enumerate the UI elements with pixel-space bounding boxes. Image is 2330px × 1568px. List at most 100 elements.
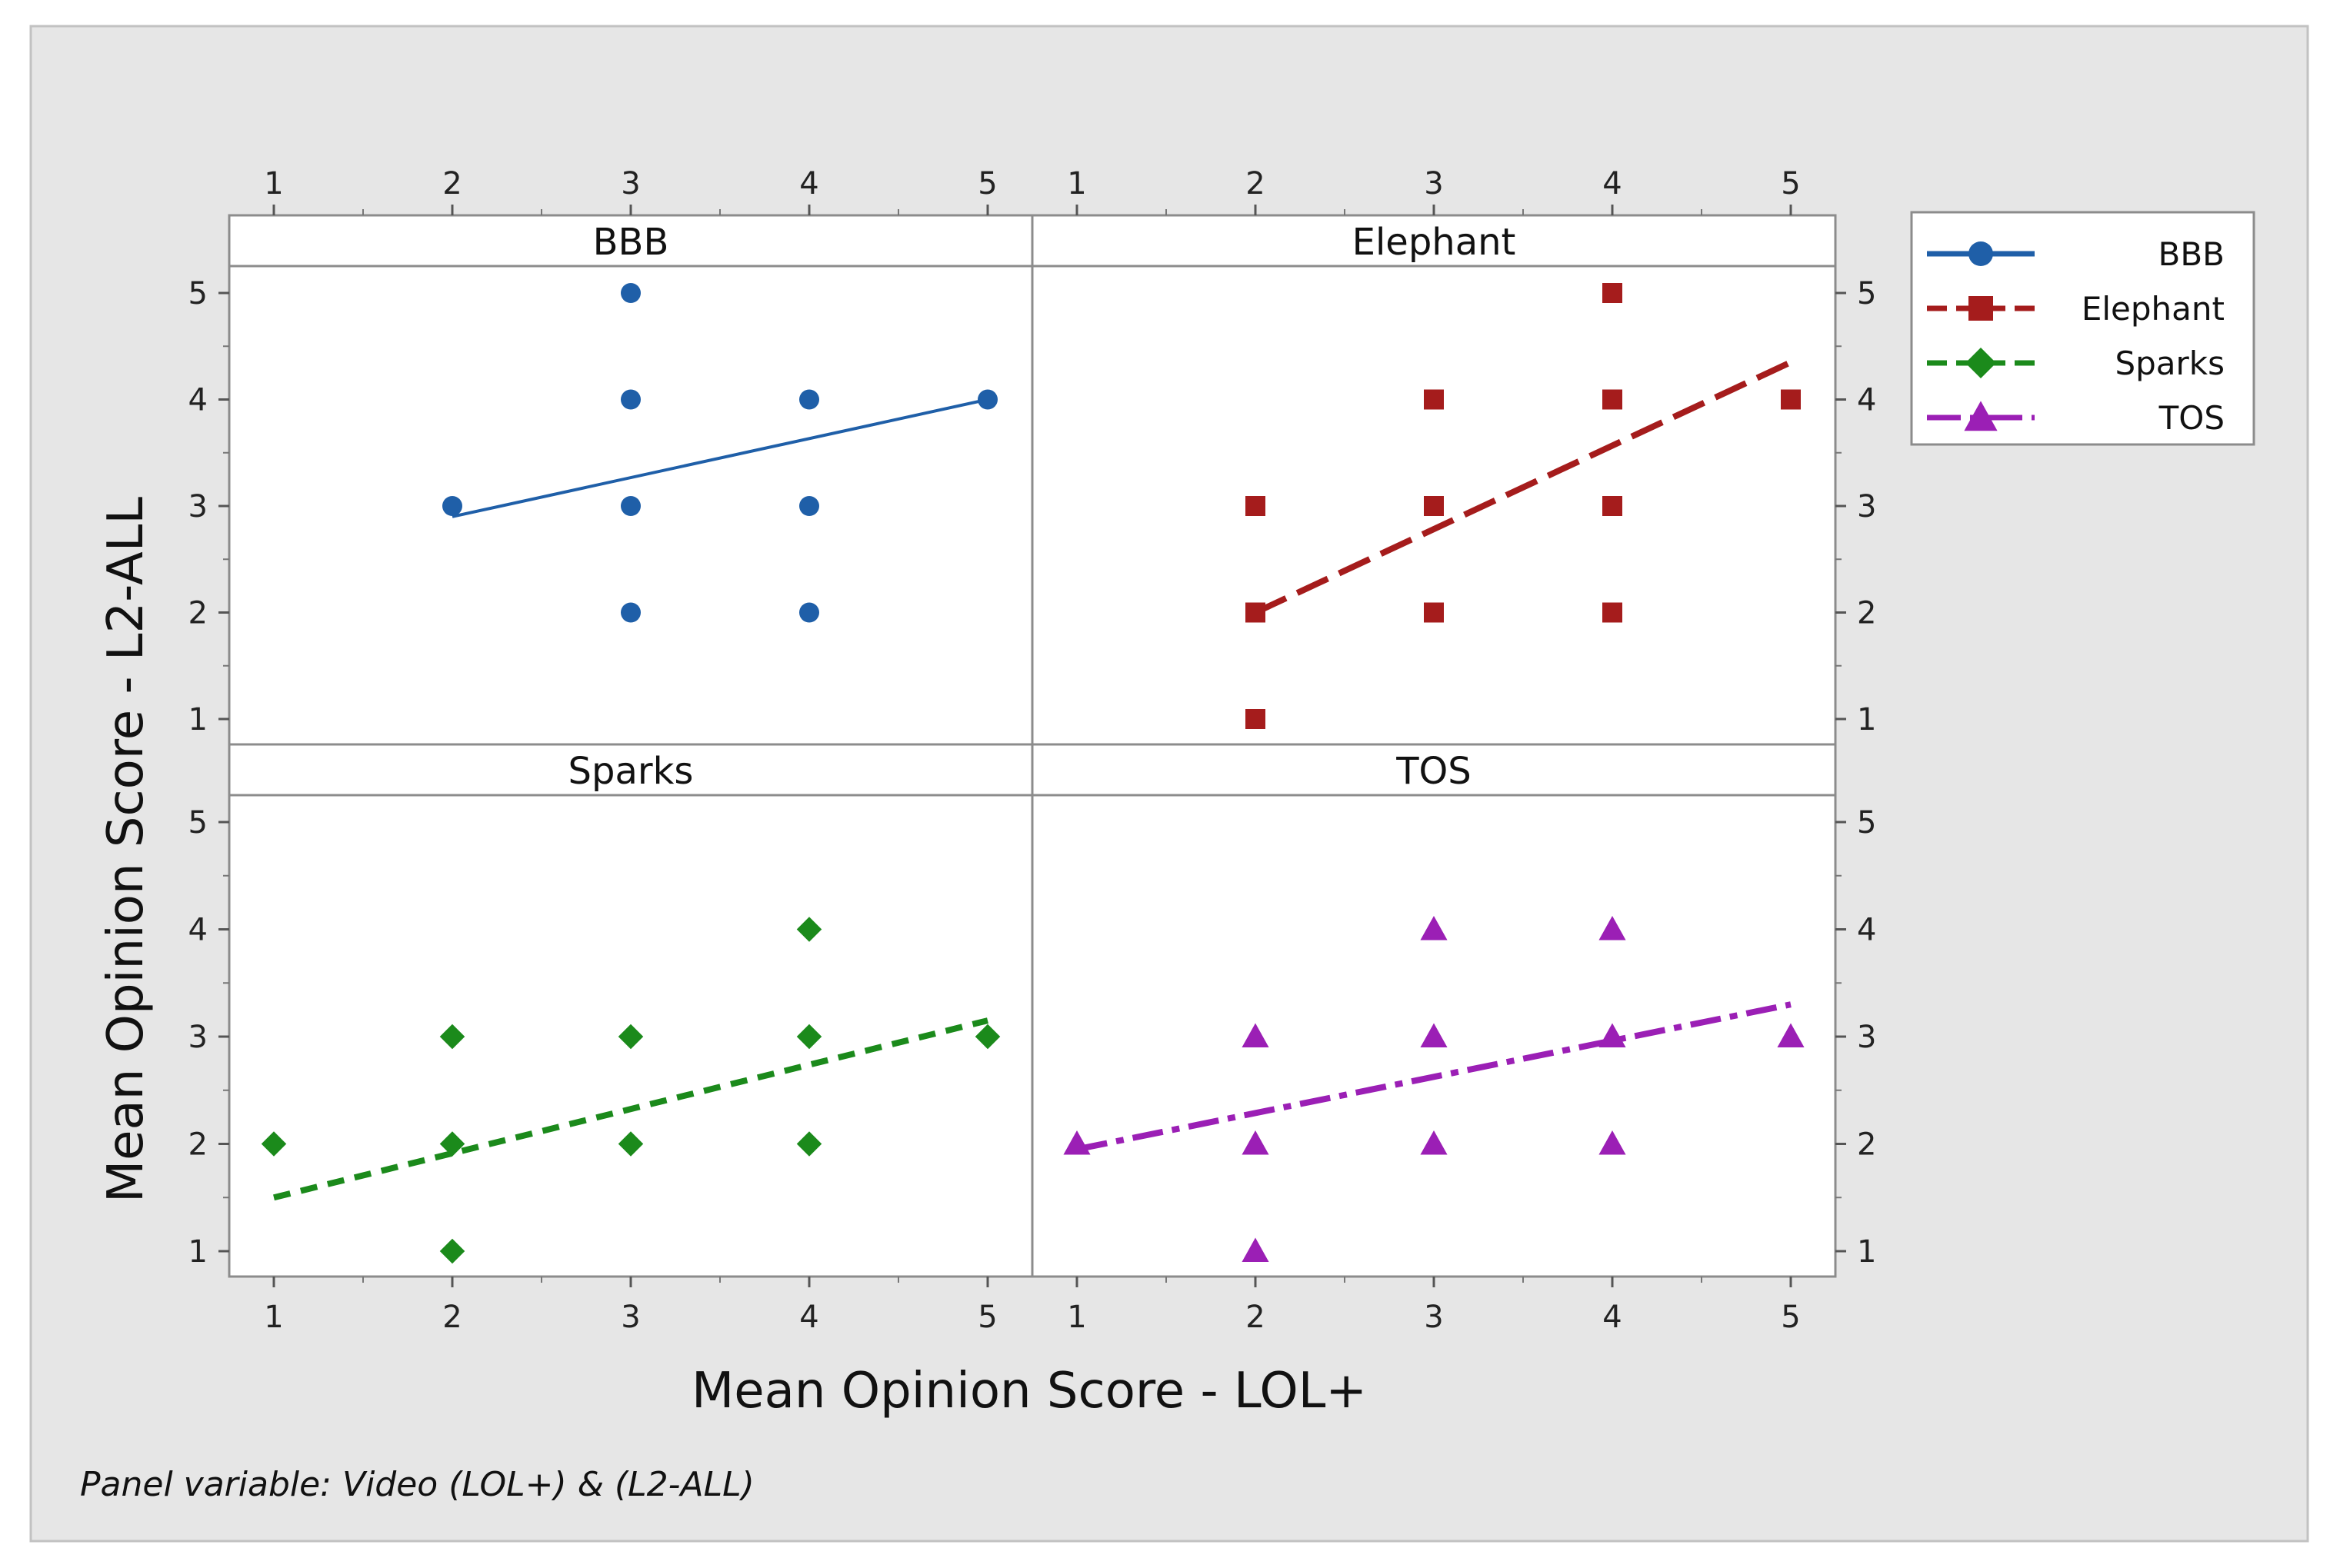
x-tick-label-bottom-3-3: 4 [1602,1300,1622,1335]
legend-marker-sparks [1965,348,1996,378]
x-tick-label-top-0-4: 5 [978,166,997,201]
point-tos-6 [1420,1130,1448,1155]
point-sparks-0 [261,1131,287,1157]
point-bbb-1 [621,283,641,303]
panel-background-tos [1032,744,1835,1277]
point-elephant-3 [1424,389,1444,410]
fit-line-elephant [1254,359,1792,616]
x-tick-label-top-0-0: 1 [264,166,283,201]
panel-background-bbb [229,215,1032,744]
y-tick-label-left-2-0: 1 [188,1234,208,1270]
footnote: Panel variable: Video (LOL+) & (L2-ALL) [80,1465,755,1504]
y-tick-label-left-2-1: 2 [188,1127,208,1163]
x-tick-label-bottom-3-0: 1 [1067,1300,1086,1335]
x-tick-label-top-1-0: 1 [1067,166,1086,201]
point-tos-3 [1242,1237,1269,1263]
point-tos-9 [1598,1130,1626,1155]
panels-layer: BBB Elephant Sparks TOS [229,215,1835,1277]
point-sparks-3 [439,1238,465,1264]
point-bbb-5 [799,389,819,410]
point-bbb-7 [799,602,819,623]
panel-title-bbb: BBB [593,221,669,264]
x-tick-label-top-1-1: 2 [1245,166,1265,201]
y-tick-label-right-3-3: 4 [1857,913,1876,948]
y-tick-label-left-0-0: 1 [188,702,208,737]
point-elephant-4 [1424,496,1444,516]
point-elephant-5 [1424,602,1444,623]
fit-line-sparks [273,1017,988,1201]
point-bbb-0 [442,496,462,516]
legend: BBB Elephant Sparks TOS [1910,211,2255,446]
y-tick-label-right-3-2: 3 [1857,1020,1876,1055]
y-tick-label-right-1-0: 1 [1857,702,1876,737]
panel-title-sparks: Sparks [568,750,694,793]
point-bbb-3 [621,496,641,516]
legend-box [1910,211,2255,446]
x-tick-label-top-1-2: 3 [1424,166,1443,201]
y-tick-label-left-2-3: 4 [188,913,208,948]
panel-background-elephant [1032,215,1835,744]
x-tick-label-top-0-3: 4 [799,166,818,201]
axes-layer: 1 2 3 4 5 1 2 3 4 5 1 2 3 4 5 1 2 3 4 5 1 2 3 4 5 1 2 3 4 5 1 2 3 4 5 1 2 3 4 5 [188,166,1877,1335]
panel-bbb: BBB [229,215,1032,744]
panel-background-sparks [229,744,1032,1277]
point-elephant-7 [1602,389,1622,410]
point-tos-2 [1242,1130,1269,1155]
point-elephant-0 [1245,496,1265,516]
x-tick-label-bottom-2-1: 2 [442,1300,462,1335]
legend-label-tos: TOS [2158,399,2225,437]
point-sparks-4 [618,1024,644,1050]
y-tick-label-right-1-1: 2 [1857,596,1876,631]
panel-title-elephant: Elephant [1352,221,1516,264]
x-tick-label-bottom-2-4: 5 [978,1300,997,1335]
point-bbb-2 [621,389,641,410]
point-tos-8 [1598,1023,1626,1048]
point-tos-5 [1420,1023,1448,1048]
y-tick-label-left-2-2: 3 [188,1020,208,1055]
y-tick-label-right-3-0: 1 [1857,1234,1876,1270]
legend-marker-tos [1964,401,1998,431]
point-tos-4 [1420,915,1448,940]
fit-line-bbb [452,398,988,518]
y-tick-label-left-0-3: 4 [188,383,208,418]
y-tick-label-right-1-3: 4 [1857,383,1876,418]
point-elephant-1 [1245,602,1265,623]
x-tick-label-bottom-2-2: 3 [621,1300,640,1335]
legend-label-bbb: BBB [2158,235,2225,273]
point-bbb-4 [621,602,641,623]
panel-tos: TOS [1032,744,1835,1277]
point-bbb-8 [978,389,998,410]
point-sparks-8 [796,1131,822,1157]
panel-sparks: Sparks [229,744,1032,1277]
point-elephant-2 [1245,709,1265,729]
x-tick-label-bottom-2-0: 1 [264,1300,283,1335]
point-elephant-8 [1602,496,1622,516]
legend-marker-bbb [1968,241,1993,266]
point-tos-10 [1777,1023,1805,1048]
point-bbb-6 [799,496,819,516]
point-sparks-2 [439,1131,465,1157]
fit-line-tos [1076,1001,1792,1153]
x-tick-label-bottom-2-3: 4 [799,1300,818,1335]
point-sparks-7 [796,1024,822,1050]
point-elephant-6 [1602,283,1622,303]
legend-label-elephant: Elephant [2082,290,2225,328]
y-tick-label-left-0-1: 2 [188,596,208,631]
point-elephant-10 [1781,389,1801,410]
point-sparks-5 [618,1131,644,1157]
point-elephant-9 [1602,602,1622,623]
x-axis-title: Mean Opinion Score - LOL+ [692,1363,1367,1420]
legend-label-sparks: Sparks [2115,345,2225,382]
point-tos-0 [1063,1130,1091,1155]
y-tick-label-left-2-4: 5 [188,805,208,841]
x-tick-label-top-1-3: 4 [1602,166,1622,201]
x-tick-label-bottom-3-1: 2 [1245,1300,1265,1335]
point-sparks-1 [439,1024,465,1050]
panel-title-tos: TOS [1395,750,1472,793]
point-tos-7 [1598,915,1626,940]
y-tick-label-right-1-2: 3 [1857,489,1876,524]
y-tick-label-right-1-4: 5 [1857,276,1876,311]
y-tick-label-left-0-2: 3 [188,489,208,524]
y-tick-label-right-3-1: 2 [1857,1127,1876,1163]
